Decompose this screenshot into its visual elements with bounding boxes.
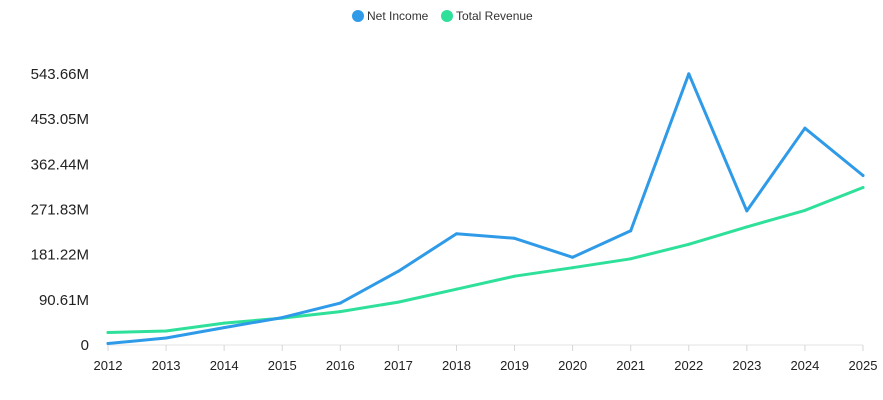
x-tick-label: 2020 [558, 358, 587, 373]
data-point-total-revenue[interactable] [687, 242, 691, 246]
data-point-net-income[interactable] [106, 342, 110, 346]
data-point-total-revenue[interactable] [106, 331, 110, 335]
x-tick-label: 2016 [326, 358, 355, 373]
data-point-total-revenue[interactable] [513, 274, 517, 278]
data-point-net-income[interactable] [513, 236, 517, 240]
data-point-total-revenue[interactable] [454, 287, 458, 291]
series-line-total-revenue[interactable] [106, 186, 865, 334]
data-point-total-revenue[interactable] [803, 208, 807, 212]
data-point-total-revenue[interactable] [571, 266, 575, 270]
y-tick-label: 181.22M [31, 247, 89, 264]
data-point-total-revenue[interactable] [222, 321, 226, 325]
x-tick-label: 2013 [152, 358, 181, 373]
x-tick-label: 2021 [616, 358, 645, 373]
data-point-net-income[interactable] [745, 209, 749, 213]
x-tick-label: 2014 [210, 358, 239, 373]
data-point-total-revenue[interactable] [861, 185, 865, 189]
y-axis: 0 90.61M 181.22M 271.83M 362.44M 453.05M 543.6… [31, 66, 89, 354]
x-tick-label: 2019 [500, 358, 529, 373]
x-tick-label: 2018 [442, 358, 471, 373]
data-point-net-income[interactable] [861, 174, 865, 178]
data-point-net-income[interactable] [280, 316, 284, 320]
x-tick-label: 2022 [674, 358, 703, 373]
legend-swatch-net-income [352, 10, 364, 22]
data-point-total-revenue[interactable] [164, 329, 168, 333]
legend-swatch-total-revenue [441, 10, 453, 22]
x-tick-label: 2024 [790, 358, 819, 373]
y-tick-label: 453.05M [31, 111, 89, 128]
data-point-total-revenue[interactable] [629, 257, 633, 261]
y-tick-label: 90.61M [39, 292, 89, 309]
x-tick-label: 2012 [94, 358, 123, 373]
legend: Net Income Total Revenue [352, 9, 533, 23]
data-point-net-income[interactable] [571, 255, 575, 259]
y-tick-label: 362.44M [31, 156, 89, 173]
data-point-total-revenue[interactable] [745, 225, 749, 229]
y-tick-label: 271.83M [31, 202, 89, 219]
data-point-net-income[interactable] [454, 232, 458, 236]
data-point-net-income[interactable] [803, 126, 807, 130]
legend-label-net-income[interactable]: Net Income [367, 9, 429, 23]
series-line-net-income[interactable] [106, 72, 865, 345]
data-point-total-revenue[interactable] [338, 310, 342, 314]
legend-label-total-revenue[interactable]: Total Revenue [456, 9, 533, 23]
y-tick-label: 543.66M [31, 66, 89, 83]
x-tick-label: 2017 [384, 358, 413, 373]
data-point-net-income[interactable] [629, 229, 633, 233]
data-point-total-revenue[interactable] [396, 300, 400, 304]
y-tick-label: 0 [81, 337, 89, 354]
data-point-net-income[interactable] [164, 336, 168, 340]
x-tick-label: 2015 [268, 358, 297, 373]
data-point-net-income[interactable] [338, 301, 342, 305]
series-lines [106, 72, 865, 346]
x-tick-label: 2023 [732, 358, 761, 373]
data-point-net-income[interactable] [396, 269, 400, 273]
x-axis: 2012 2013 2014 2015 2016 2017 2018 2019 2020 2021… [94, 344, 878, 373]
data-point-net-income[interactable] [222, 326, 226, 330]
data-point-net-income[interactable] [687, 72, 691, 76]
x-tick-label: 2025 [849, 358, 878, 373]
